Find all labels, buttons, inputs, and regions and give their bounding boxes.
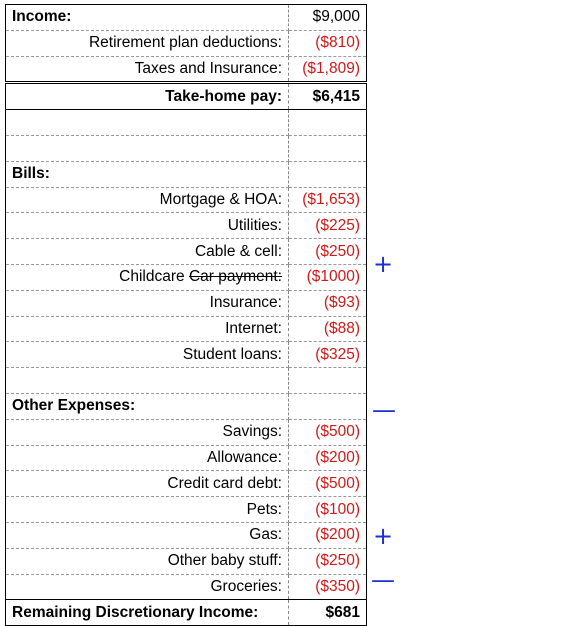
remaining-row: Remaining Discretionary Income: $681	[5, 599, 367, 626]
expense-value: ($200)	[288, 522, 367, 549]
bill-label-cell: Childcare Car payment:	[5, 264, 289, 291]
income-row: Income: $9,000	[5, 4, 367, 31]
handwritten-plus-mark: +	[373, 522, 394, 550]
take-home-value: $6,415	[288, 82, 367, 111]
expense-row: Gas: ($200)	[5, 522, 367, 549]
expense-label: Groceries:	[5, 574, 289, 601]
expense-value: ($250)	[288, 548, 367, 575]
income-label: Income:	[5, 4, 289, 31]
expense-label: Pets:	[5, 496, 289, 523]
handwritten-minus-mark: —	[371, 566, 395, 594]
remaining-value: $681	[288, 599, 367, 626]
expense-value: ($350)	[288, 574, 367, 601]
bill-row: Internet: ($88)	[5, 316, 367, 343]
empty-row	[5, 109, 367, 136]
bill-row: Cable & cell: ($250)	[5, 238, 367, 265]
bill-label: Student loans:	[5, 341, 289, 369]
expense-value: ($500)	[288, 470, 367, 498]
other-heading-row: Other Expenses:	[5, 393, 367, 420]
handwritten-minus-mark: —	[372, 396, 396, 424]
bill-label: Mortgage & HOA:	[5, 187, 289, 214]
income-value: $9,000	[288, 4, 367, 31]
expense-value: ($200)	[288, 445, 367, 472]
expense-row: Groceries: ($350)	[5, 574, 367, 601]
deduction-label: Retirement plan deductions:	[5, 30, 289, 57]
expense-label: Allowance:	[5, 445, 289, 472]
bill-label: Insurance:	[5, 290, 289, 317]
remaining-label: Remaining Discretionary Income:	[5, 599, 289, 626]
expense-label: Gas:	[5, 522, 289, 549]
empty-row	[5, 135, 367, 162]
bill-value: ($1,653)	[288, 187, 367, 214]
bill-value: ($250)	[288, 238, 367, 265]
expense-row: Pets: ($100)	[5, 496, 367, 523]
expense-row: Allowance: ($200)	[5, 445, 367, 472]
bill-value: ($225)	[288, 212, 367, 240]
bill-row: Insurance: ($93)	[5, 290, 367, 317]
bill-value: ($88)	[288, 316, 367, 343]
bills-heading: Bills:	[5, 161, 289, 188]
expense-label: Savings:	[5, 419, 289, 446]
other-heading: Other Expenses:	[5, 393, 289, 420]
deduction-value: ($810)	[288, 30, 367, 57]
budget-sheet: Income: $9,000 Retirement plan deduction…	[5, 4, 367, 626]
expense-row: Other baby stuff: ($250)	[5, 548, 367, 575]
bill-value: ($1000)	[288, 264, 367, 291]
expense-value: ($100)	[288, 496, 367, 523]
bill-row: Childcare Car payment: ($1000)	[5, 264, 367, 291]
bill-value: ($325)	[288, 341, 367, 369]
expense-value: ($500)	[288, 419, 367, 446]
expense-label: Other baby stuff:	[5, 548, 289, 575]
handwritten-plus-mark: +	[373, 250, 394, 278]
take-home-row: Take-home pay: $6,415	[5, 82, 367, 111]
bill-label: Internet:	[5, 316, 289, 343]
bill-row: Mortgage & HOA: ($1,653)	[5, 187, 367, 214]
deduction-row: Retirement plan deductions: ($810)	[5, 30, 367, 57]
bill-value: ($93)	[288, 290, 367, 317]
deduction-row: Taxes and Insurance: ($1,809)	[5, 56, 367, 85]
take-home-label: Take-home pay:	[5, 82, 289, 111]
empty-row	[5, 367, 367, 394]
deduction-label: Taxes and Insurance:	[5, 56, 289, 85]
deduction-value: ($1,809)	[288, 56, 367, 85]
bill-row: Utilities: ($225)	[5, 212, 367, 240]
bill-label: Childcare	[119, 268, 185, 286]
bills-heading-row: Bills:	[5, 161, 367, 188]
expense-row: Savings: ($500)	[5, 419, 367, 446]
expense-label: Credit card debt:	[5, 470, 289, 498]
bill-row: Student loans: ($325)	[5, 341, 367, 369]
bill-label-struck: Car payment:	[188, 268, 282, 286]
expense-row: Credit card debt: ($500)	[5, 470, 367, 498]
bill-label: Cable & cell:	[5, 238, 289, 265]
bill-label: Utilities:	[5, 212, 289, 240]
